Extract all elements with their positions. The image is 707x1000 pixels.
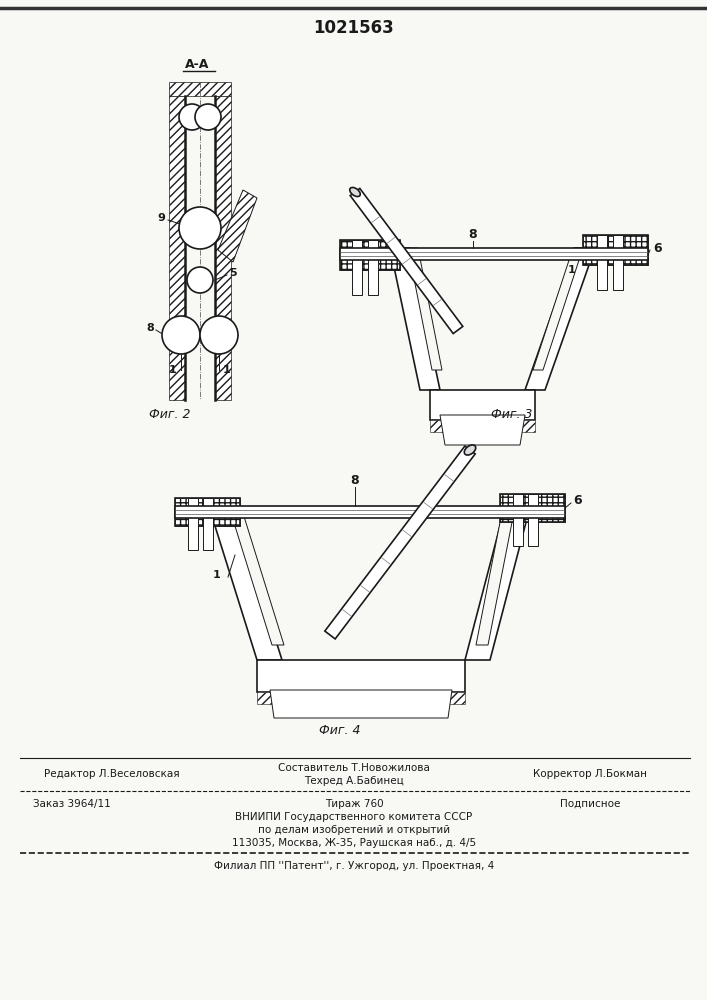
Bar <box>175 498 240 526</box>
Polygon shape <box>408 248 442 370</box>
Bar <box>368 240 378 295</box>
Bar <box>169 82 231 96</box>
Text: А-А: А-А <box>185 58 209 72</box>
Text: 9: 9 <box>157 213 165 223</box>
Polygon shape <box>325 446 475 639</box>
Ellipse shape <box>464 445 476 455</box>
Text: Редактор Л.Веселовская: Редактор Л.Веселовская <box>44 769 180 779</box>
Polygon shape <box>476 507 515 645</box>
Bar <box>352 240 362 295</box>
Text: Филиал ПП ''Патент'', г. Ужгород, ул. Проектная, 4: Филиал ПП ''Патент'', г. Ужгород, ул. Пр… <box>214 861 494 871</box>
Bar <box>203 498 213 550</box>
Polygon shape <box>430 390 535 420</box>
Text: 8: 8 <box>351 474 359 487</box>
Polygon shape <box>440 415 525 445</box>
Bar <box>500 494 565 522</box>
Text: 1: 1 <box>169 365 177 375</box>
Text: 1: 1 <box>223 365 231 375</box>
Circle shape <box>200 316 238 354</box>
Text: 8: 8 <box>146 323 154 333</box>
Text: Заказ 3964/11: Заказ 3964/11 <box>33 799 111 809</box>
Bar <box>583 235 648 265</box>
Bar <box>500 494 565 522</box>
Text: 6: 6 <box>573 493 583 506</box>
Text: 1: 1 <box>568 265 576 275</box>
Text: ВНИИПИ Государственного комитета СССР: ВНИИПИ Государственного комитета СССР <box>235 812 472 822</box>
Polygon shape <box>525 248 595 390</box>
Bar <box>597 235 607 290</box>
Circle shape <box>179 207 221 249</box>
Bar <box>583 235 648 265</box>
Bar <box>175 498 240 526</box>
Polygon shape <box>230 510 284 645</box>
Text: 8: 8 <box>469 229 477 241</box>
Text: 1021563: 1021563 <box>314 19 395 37</box>
Polygon shape <box>257 660 465 692</box>
Bar <box>613 235 623 290</box>
Text: Фиг. 3: Фиг. 3 <box>491 408 533 422</box>
Bar <box>340 240 400 270</box>
Polygon shape <box>390 248 440 390</box>
Circle shape <box>195 104 221 130</box>
Polygon shape <box>210 510 282 660</box>
Text: Фиг. 2: Фиг. 2 <box>149 408 191 422</box>
Circle shape <box>179 104 205 130</box>
Text: по делам изобретений и открытий: по делам изобретений и открытий <box>258 825 450 835</box>
Bar <box>188 498 198 550</box>
Polygon shape <box>270 690 452 718</box>
Bar <box>513 494 523 546</box>
Text: Корректор Л.Бокман: Корректор Л.Бокман <box>533 769 647 779</box>
Polygon shape <box>350 188 463 334</box>
Text: Тираж 760: Тираж 760 <box>325 799 383 809</box>
Circle shape <box>162 316 200 354</box>
Bar <box>215 96 231 400</box>
Text: 5: 5 <box>229 268 237 278</box>
Bar <box>175 506 565 518</box>
Text: 6: 6 <box>654 241 662 254</box>
Text: 1: 1 <box>213 570 221 580</box>
Bar <box>340 240 400 270</box>
Polygon shape <box>465 507 530 660</box>
Text: Техред А.Бабинец: Техред А.Бабинец <box>304 776 404 786</box>
Ellipse shape <box>350 187 361 197</box>
Bar <box>528 494 538 546</box>
Polygon shape <box>218 190 257 262</box>
Text: Составитель Т.Новожилова: Составитель Т.Новожилова <box>278 763 430 773</box>
Circle shape <box>187 267 213 293</box>
Text: Фиг. 4: Фиг. 4 <box>320 724 361 736</box>
Text: 113035, Москва, Ж-35, Раушская наб., д. 4/5: 113035, Москва, Ж-35, Раушская наб., д. … <box>232 838 476 848</box>
Polygon shape <box>533 248 583 370</box>
Bar <box>257 692 465 704</box>
Bar <box>340 248 648 260</box>
Bar <box>169 96 185 400</box>
Bar <box>430 420 535 432</box>
Text: Подписное: Подписное <box>560 799 620 809</box>
